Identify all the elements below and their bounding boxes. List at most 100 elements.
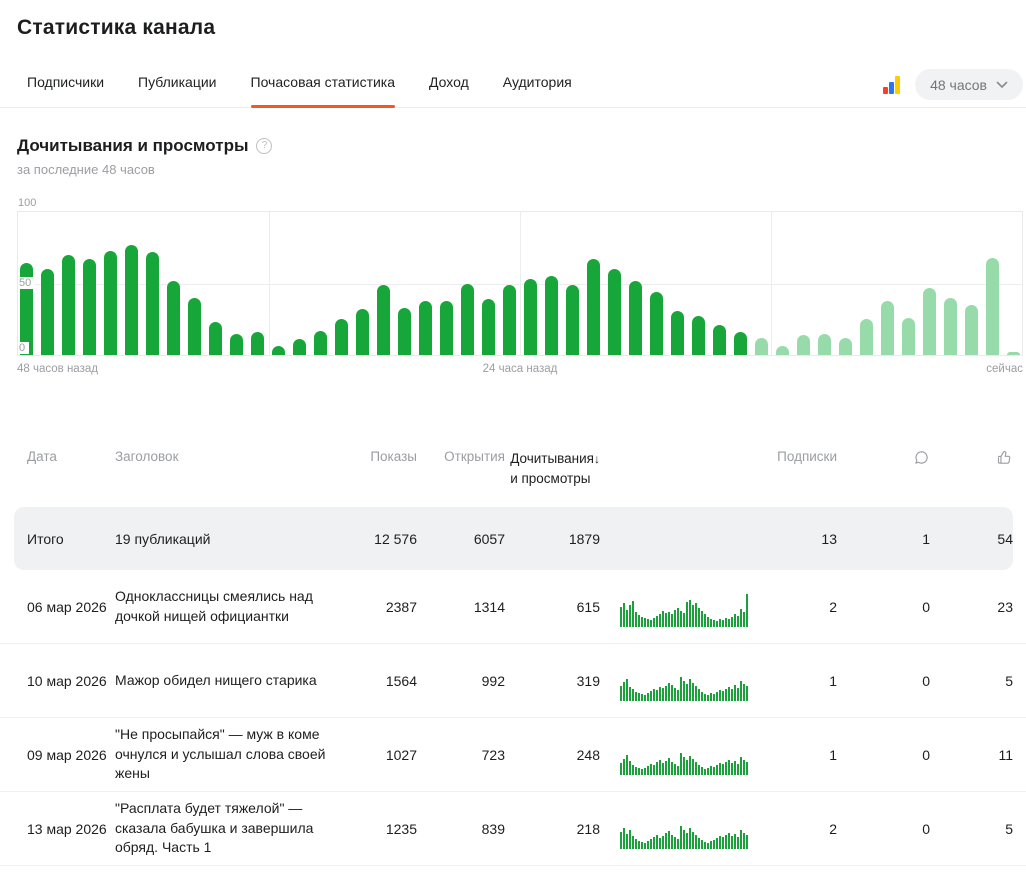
chart-bar[interactable] xyxy=(923,288,936,355)
partial-row[interactable]: "Расплата будет тяжелой" — сказала бабуш… xyxy=(0,866,1026,883)
tab-subscribers[interactable]: Подписчики xyxy=(27,74,104,107)
thumbs-up-icon xyxy=(996,449,1013,466)
comment-icon xyxy=(913,449,930,466)
chart-bar[interactable] xyxy=(881,301,894,355)
chart-bar[interactable] xyxy=(356,309,369,355)
chart-bar[interactable] xyxy=(272,346,285,355)
tab-hourly-stats[interactable]: Почасовая статистика xyxy=(251,74,396,107)
chart-bar[interactable] xyxy=(251,332,264,355)
chart-bar[interactable] xyxy=(83,259,96,355)
chart-bar[interactable] xyxy=(293,339,306,355)
chart-bar[interactable] xyxy=(713,325,726,355)
help-icon[interactable]: ? xyxy=(256,138,272,154)
chart-bar[interactable] xyxy=(839,338,852,355)
chart-bar[interactable] xyxy=(104,251,117,355)
chart-bar[interactable] xyxy=(230,334,243,355)
chart-bar[interactable] xyxy=(650,292,663,355)
sparkline-bar xyxy=(629,761,631,775)
row-opens: 992 xyxy=(417,673,505,689)
chart-bar[interactable] xyxy=(209,322,222,355)
chart-bar[interactable] xyxy=(461,284,474,356)
chart-bar[interactable] xyxy=(755,338,768,355)
period-dropdown[interactable]: 48 часов xyxy=(915,69,1023,100)
chart-bar[interactable] xyxy=(482,299,495,355)
chart-bar[interactable] xyxy=(125,245,138,355)
sparkline-bar xyxy=(668,683,670,701)
chart-bar[interactable] xyxy=(629,281,642,355)
x-tick-48h-ago: 48 часов назад xyxy=(17,363,98,375)
tab-audience[interactable]: Аудитория xyxy=(503,74,572,107)
sparkline-bar xyxy=(635,692,637,701)
chart-bar[interactable] xyxy=(146,252,159,355)
chart-bar[interactable] xyxy=(503,285,516,355)
chart-bar[interactable] xyxy=(986,258,999,355)
sparkline-bar xyxy=(701,840,703,849)
chart-bar[interactable] xyxy=(524,279,537,355)
header-subscriptions[interactable]: Подписки xyxy=(748,449,837,464)
header-opens[interactable]: Открытия xyxy=(417,449,505,464)
sparkline-bar xyxy=(731,689,733,701)
chart-bar[interactable] xyxy=(608,269,621,355)
sparkline-bar xyxy=(737,764,739,775)
sparkline-bar xyxy=(683,757,685,775)
sparkline-bar xyxy=(629,687,631,701)
header-comments[interactable] xyxy=(837,449,930,466)
metrika-chart-icon[interactable] xyxy=(883,76,900,94)
chart-bar[interactable] xyxy=(314,331,327,355)
sparkline-bar xyxy=(743,760,745,775)
header-likes[interactable] xyxy=(930,449,1013,466)
chart-bar[interactable] xyxy=(860,319,873,355)
sparkline-bar xyxy=(641,842,643,849)
chart-bar[interactable] xyxy=(440,301,453,355)
active-tab-underline xyxy=(251,105,396,108)
chart-bar[interactable] xyxy=(377,285,390,355)
chart-bar[interactable] xyxy=(398,308,411,355)
chart-bar[interactable] xyxy=(671,311,684,355)
sparkline-bar xyxy=(677,690,679,701)
chart-bar[interactable] xyxy=(335,319,348,355)
sparkline-bar xyxy=(716,765,718,775)
chart-bar[interactable] xyxy=(776,346,789,355)
sparkline-bar xyxy=(704,694,706,701)
sparkline-bar xyxy=(719,690,721,701)
header-impressions[interactable]: Показы xyxy=(365,449,417,464)
chart-bar[interactable] xyxy=(797,335,810,355)
chart-bar[interactable] xyxy=(545,276,558,355)
tab-income[interactable]: Доход xyxy=(429,74,469,107)
header-reads-sorted[interactable]: Дочитывания↓ и просмотры xyxy=(505,449,600,488)
sparkline-bar xyxy=(644,768,646,775)
sparkline-bar xyxy=(686,833,688,849)
row-opens: 1314 xyxy=(417,599,505,615)
header-reads-line1: Дочитывания xyxy=(510,451,594,466)
sparkline-bar xyxy=(692,759,694,775)
chart-bar[interactable] xyxy=(41,269,54,355)
table-row[interactable]: 09 мар 2026"Не просыпайся" — муж в коме … xyxy=(0,718,1026,792)
chart-bar[interactable] xyxy=(902,318,915,355)
chart-bar[interactable] xyxy=(566,285,579,355)
sparkline-bar xyxy=(734,761,736,775)
sparkline-bar xyxy=(737,616,739,627)
chart-bar[interactable] xyxy=(965,305,978,355)
chart-bar[interactable] xyxy=(188,298,201,355)
tab-publications[interactable]: Публикации xyxy=(138,74,216,107)
table-row[interactable]: 10 мар 2026Мажор обидел нищего старика15… xyxy=(0,644,1026,718)
row-subscriptions: 1 xyxy=(748,673,837,689)
sparkline-bar xyxy=(626,755,628,775)
table-row[interactable]: 06 мар 2026Одноклассницы смеялись над до… xyxy=(0,570,1026,644)
sparkline-bar xyxy=(725,762,727,775)
chart-bar[interactable] xyxy=(818,334,831,355)
chart-bar[interactable] xyxy=(1007,352,1020,355)
chart-bar[interactable] xyxy=(692,316,705,355)
chart-plot-area[interactable]: 50 0 xyxy=(17,211,1023,356)
chart-bar[interactable] xyxy=(419,301,432,355)
chart-bar[interactable] xyxy=(734,332,747,355)
chart-bar[interactable] xyxy=(62,255,75,355)
chart-bar[interactable] xyxy=(944,298,957,355)
period-dropdown-label: 48 часов xyxy=(930,77,987,93)
totals-subscriptions: 13 xyxy=(748,531,837,547)
chart-bar[interactable] xyxy=(167,281,180,355)
sparkline-bar xyxy=(716,692,718,701)
table-row[interactable]: 13 мар 2026"Расплата будет тяжелой" — ск… xyxy=(0,792,1026,866)
sparkline-bar xyxy=(665,613,667,627)
chart-bar[interactable] xyxy=(587,259,600,355)
